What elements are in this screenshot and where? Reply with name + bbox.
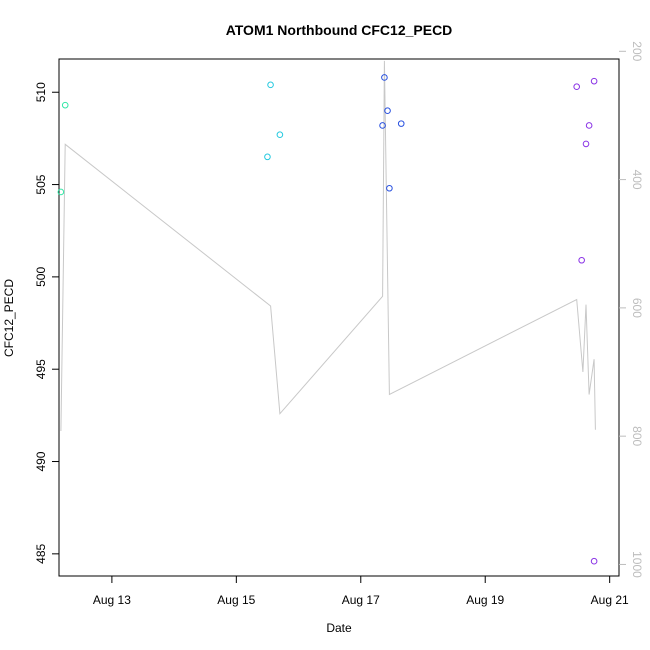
data-point <box>578 256 585 264</box>
right-tick-label: 400 <box>630 170 644 190</box>
data-point <box>267 81 274 89</box>
data-point <box>590 77 598 85</box>
data-point <box>590 557 598 565</box>
data-point <box>582 140 590 148</box>
x-axis-label: Date <box>326 621 352 635</box>
left-tick-label: 500 <box>34 267 48 287</box>
data-point <box>573 83 580 90</box>
right-tick-label: 800 <box>630 426 644 446</box>
bottom-tick-label: Aug 21 <box>591 593 629 607</box>
data-point <box>276 131 284 139</box>
data-point <box>57 188 65 196</box>
data-point <box>397 120 405 127</box>
left-tick-label: 495 <box>34 359 48 379</box>
bottom-tick-label: Aug 15 <box>217 593 255 607</box>
bottom-tick-label: Aug 17 <box>342 593 380 607</box>
right-tick-label: 1000 <box>630 551 644 578</box>
data-point <box>61 101 69 109</box>
data-point <box>386 184 393 192</box>
left-tick-label: 505 <box>34 174 48 194</box>
line-layer <box>60 60 596 432</box>
bottom-tick-label: Aug 19 <box>466 593 504 607</box>
left-tick-label: 485 <box>34 544 48 564</box>
left-tick-label: 510 <box>34 82 48 102</box>
data-point <box>384 107 391 114</box>
right-axis: 200 400 600 800 1000 <box>619 41 644 578</box>
left-tick-label: 490 <box>34 451 48 471</box>
data-point <box>381 74 388 81</box>
point-layer <box>57 74 598 565</box>
plot-frame <box>58 58 620 577</box>
y-axis-label: CFC12_PECD <box>2 279 16 357</box>
chart-title: ATOM1 Northbound CFC12_PECD <box>226 22 453 38</box>
series-line <box>60 60 596 432</box>
bottom-axis: Aug 13 Aug 15 Aug 17 Aug 19 Aug 21 <box>93 576 629 607</box>
data-point <box>379 122 386 129</box>
left-axis: 485 490 495 500 505 510 <box>34 82 59 564</box>
data-point <box>264 153 271 161</box>
bottom-tick-label: Aug 13 <box>93 593 131 607</box>
right-tick-label: 600 <box>630 298 644 318</box>
data-point <box>585 122 593 129</box>
right-tick-label: 200 <box>630 41 644 61</box>
